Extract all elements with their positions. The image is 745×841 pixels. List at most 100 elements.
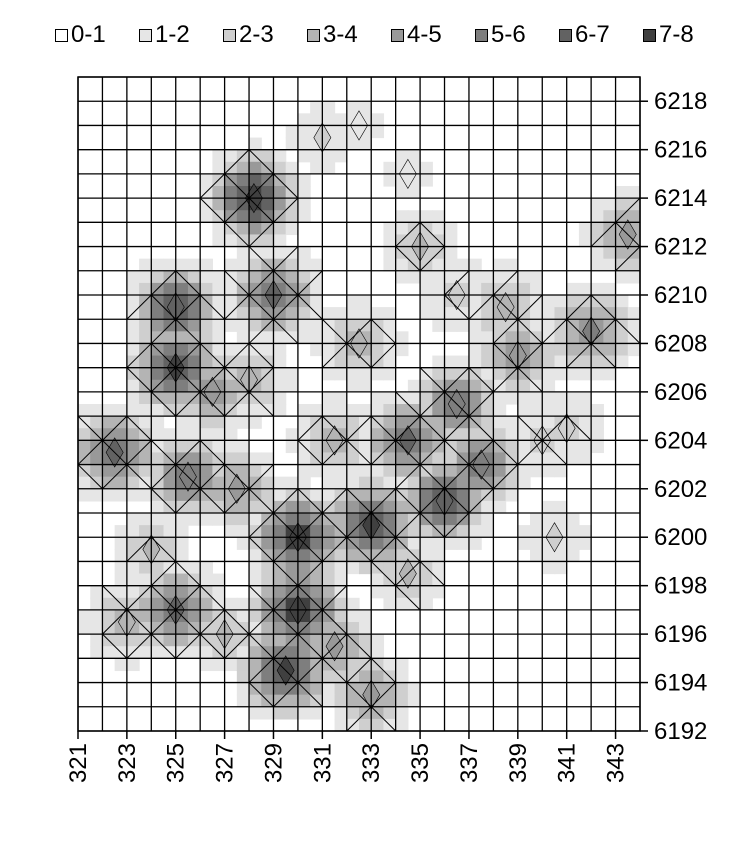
heat-cell — [273, 149, 287, 163]
heat-cell — [420, 476, 433, 490]
contour-edge — [419, 415, 445, 441]
heat-cell — [554, 549, 568, 563]
heat-cell — [578, 367, 592, 381]
heat-cell — [200, 319, 213, 332]
heat-cell — [90, 609, 104, 623]
heat-cell — [90, 404, 104, 417]
heat-cell — [395, 706, 409, 720]
contour-edge — [395, 488, 421, 514]
heat-cell — [139, 258, 152, 272]
heat-cell — [517, 295, 531, 308]
heat-cell — [249, 597, 262, 611]
heat-cell — [285, 428, 299, 441]
heat-cell — [114, 585, 128, 599]
grid-lines — [77, 76, 641, 732]
heat-cell — [285, 694, 299, 708]
contour-edge — [199, 464, 225, 490]
heat-cell — [468, 270, 482, 284]
heat-cell — [554, 391, 568, 405]
contour-edge — [248, 294, 274, 320]
heat-cell — [468, 488, 482, 502]
heat-cell — [591, 367, 604, 381]
contour-edge — [444, 270, 470, 296]
contour-edge — [297, 657, 323, 683]
heat-cell — [297, 416, 311, 429]
heat-cell — [249, 513, 262, 526]
heat-cell — [615, 307, 629, 320]
contour-edge — [248, 488, 274, 514]
contour-edge — [273, 318, 299, 344]
heat-cell — [359, 561, 372, 575]
heat-cell — [175, 258, 189, 272]
contour-edge — [517, 439, 543, 465]
contour-edge — [297, 294, 323, 320]
heat-cell — [395, 549, 409, 563]
heat-cell — [420, 173, 433, 187]
heat-cell — [334, 718, 348, 732]
heat-cell — [407, 537, 421, 550]
heat-cell — [151, 270, 165, 284]
heat-cell — [566, 537, 580, 550]
heat-cell — [139, 597, 152, 611]
heat-cell — [78, 488, 91, 502]
heat-cell — [322, 113, 336, 127]
heat-cell — [90, 646, 104, 659]
heat-cell — [273, 161, 287, 175]
heat-cell — [285, 125, 299, 139]
heat-cell — [542, 319, 556, 332]
heat-cell — [395, 222, 409, 236]
heat-cell — [187, 307, 201, 320]
heat-cell — [200, 428, 213, 441]
heat-cell — [359, 367, 372, 381]
contour-edge — [468, 464, 494, 490]
heat-cell — [249, 404, 262, 417]
heat-cell — [334, 609, 348, 623]
heat-cell — [224, 525, 238, 538]
heat-cell — [102, 464, 116, 478]
heat-cell — [273, 367, 287, 381]
heat-cell — [139, 452, 152, 466]
heat-cell — [224, 379, 238, 393]
heat-cell — [554, 561, 568, 575]
heat-cell — [322, 585, 336, 599]
heat-cell — [273, 355, 287, 369]
contour-edge — [590, 343, 616, 369]
contour-edge — [321, 585, 348, 611]
heat-cell — [432, 452, 446, 466]
contour-edge — [541, 439, 568, 465]
heat-cell — [224, 282, 238, 296]
heat-cell — [468, 319, 482, 332]
heat-cell — [273, 585, 287, 599]
contour-edge — [199, 439, 225, 465]
heat-cell — [151, 319, 165, 332]
heat-cell — [212, 343, 226, 357]
heat-cell — [126, 428, 140, 441]
heat-cell — [615, 355, 629, 369]
heat-cell — [615, 198, 629, 211]
contour-edge — [444, 391, 470, 417]
heat-cell — [530, 513, 543, 526]
heat-cell — [346, 513, 360, 526]
heat-cell — [187, 609, 201, 623]
heat-cell — [187, 597, 201, 611]
heat-cell — [334, 694, 348, 708]
heat-cell — [383, 391, 397, 405]
heat-cell — [578, 282, 592, 296]
heat-cell — [273, 537, 287, 550]
heat-cell — [261, 149, 275, 163]
heat-cell — [212, 198, 226, 211]
heat-cell — [554, 513, 568, 526]
heat-cell — [566, 282, 580, 296]
heat-cell — [481, 319, 494, 332]
heat-cell — [163, 537, 177, 550]
heat-cell — [163, 622, 177, 635]
heat-cell — [310, 113, 323, 127]
heat-cell — [578, 440, 592, 454]
x-tick-label: 339 — [505, 743, 532, 783]
heat-cell — [395, 343, 409, 357]
contour-edge — [321, 536, 348, 562]
heat-cell — [346, 379, 360, 393]
heat-cell — [334, 513, 348, 526]
heat-cell — [554, 500, 568, 514]
heat-cell — [297, 694, 311, 708]
